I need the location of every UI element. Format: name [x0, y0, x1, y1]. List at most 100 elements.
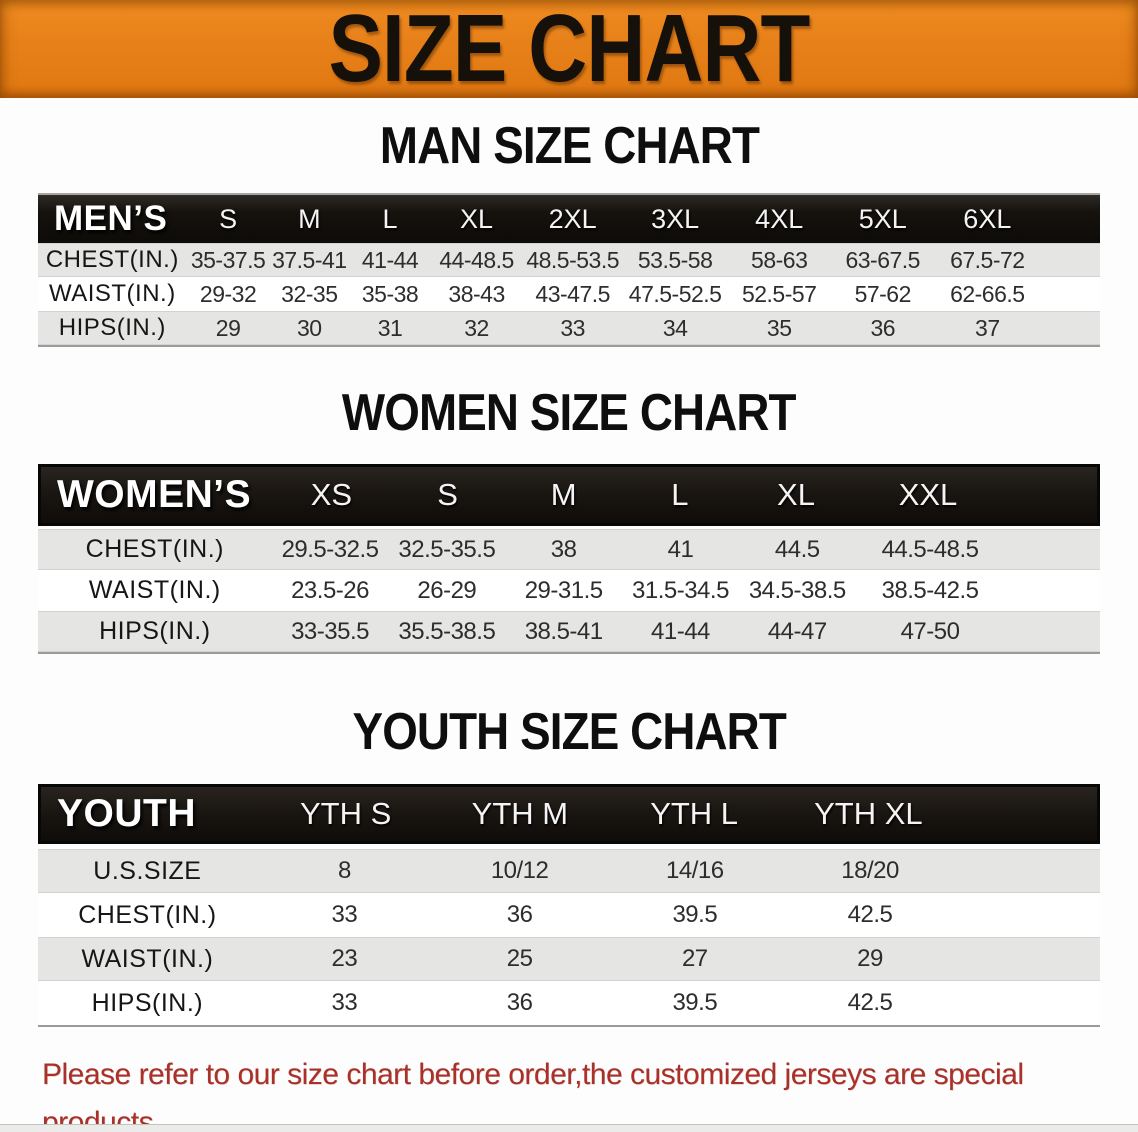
- banner-title: SIZE CHART: [328, 0, 810, 102]
- size-value-cell: 44-47: [767, 617, 827, 645]
- size-value-cell: 44.5: [774, 535, 820, 563]
- size-value-cell: 29-32: [199, 280, 257, 307]
- size-value-cell: 34: [662, 314, 688, 341]
- youth-table-header-row: YOUTH YTH S YTH M YTH L YTH XL: [38, 784, 1100, 844]
- row-label: WAIST(IN.): [88, 576, 221, 604]
- size-value-cell: 38-43: [448, 280, 505, 307]
- size-value-cell: 33: [331, 901, 358, 928]
- size-value-cell: 30: [297, 314, 322, 341]
- size-value-cell: 44.5-48.5: [881, 535, 979, 563]
- size-value-cell: 32: [464, 314, 489, 341]
- size-value-cell: 41-44: [651, 617, 710, 645]
- size-column-header: 2XL: [548, 203, 597, 234]
- table-row: CHEST(IN.) 29.5-32.5 32.5-35.5 38 41 44.5 44.5…: [38, 529, 1100, 570]
- size-value-cell: 18/20: [841, 857, 899, 884]
- size-chart-banner: SIZE CHART: [0, 0, 1138, 98]
- men-size-table: MEN’S S M L XL 2XL 3XL 4XL 5XL 6XL CHEST(IN.) 35-37…: [38, 193, 1100, 347]
- size-value-cell: 47.5-52.5: [628, 280, 722, 307]
- row-label: WAIST(IN.): [81, 944, 214, 973]
- row-label: HIPS(IN.): [91, 988, 204, 1017]
- size-value-cell: 42.5: [847, 901, 893, 928]
- size-value-cell: 29: [215, 314, 241, 341]
- size-value-cell: 38.5-42.5: [881, 576, 979, 604]
- size-value-cell: 37.5-41: [272, 246, 347, 273]
- size-value-cell: 29: [857, 945, 883, 972]
- disclaimer-line-1: Please refer to our size chart before or…: [42, 1058, 1024, 1132]
- size-value-cell: 23: [331, 945, 358, 972]
- table-row: WAIST(IN.) 29-32 32-35 35-38 38-43 43-47.5 47.…: [38, 277, 1100, 311]
- size-column-header: 5XL: [858, 203, 907, 234]
- size-value-cell: 31.5-34.5: [632, 576, 729, 604]
- size-value-cell: 48.5-53.5: [526, 246, 620, 273]
- size-value-cell: 52.5-57: [741, 280, 817, 307]
- men-section-title-text: MAN SIZE CHART: [379, 117, 759, 175]
- size-value-cell: 29.5-32.5: [281, 535, 379, 563]
- size-value-cell: 10/12: [490, 857, 549, 884]
- row-label: CHEST(IN.): [85, 535, 224, 563]
- table-row: HIPS(IN.) 33-35.5 35.5-38.5 38.5-41 41-44 44-…: [38, 611, 1100, 652]
- size-value-cell: 33: [331, 989, 358, 1016]
- table-row: WAIST(IN.) 23 25 27 29: [38, 937, 1100, 981]
- women-table-title-cell: WOMEN’S: [57, 473, 252, 516]
- size-value-cell: 34.5-38.5: [748, 576, 846, 604]
- size-column-header: YTH S: [300, 796, 392, 831]
- size-chart-sections: MAN SIZE CHART MEN’S S M L XL 2XL 3XL 4XL 5XL 6XL C…: [0, 117, 1138, 1027]
- table-row: CHEST(IN.) 33 36 39.5 42.5: [38, 893, 1100, 937]
- size-value-cell: 62-66.5: [950, 280, 1025, 307]
- men-section-title: MAN SIZE CHART: [0, 117, 1138, 175]
- size-value-cell: 33: [560, 314, 585, 341]
- men-table-title-cell: MEN’S: [54, 199, 168, 238]
- women-size-table: WOMEN’S XS S M L XL XXL CHEST(IN.) 29.5-32.5 32.5…: [38, 464, 1100, 654]
- women-section-title-text: WOMEN SIZE CHART: [342, 384, 797, 442]
- youth-section-title-text: YOUTH SIZE CHART: [352, 703, 786, 761]
- size-value-cell: 33-35.5: [291, 617, 369, 645]
- size-value-cell: 57-62: [854, 280, 912, 307]
- row-label: CHEST(IN.): [78, 900, 217, 929]
- table-row: HIPS(IN.) 33 36 39.5 42.5: [38, 981, 1100, 1025]
- row-label: WAIST(IN.): [48, 280, 176, 307]
- size-value-cell: 63-67.5: [845, 246, 920, 273]
- size-column-header: 3XL: [651, 203, 700, 234]
- women-section-title: WOMEN SIZE CHART: [0, 384, 1138, 442]
- table-row: U.S.SIZE 8 10/12 14/16 18/20: [38, 849, 1100, 893]
- size-value-cell: 35-38: [361, 280, 419, 307]
- size-value-cell: 36: [506, 901, 533, 928]
- size-column-header: L: [671, 477, 689, 512]
- women-size-section: WOMEN SIZE CHART WOMEN’S XS S M L XL XXL CHEST(I…: [0, 384, 1138, 654]
- row-label: HIPS(IN.): [58, 314, 166, 341]
- size-value-cell: 41: [667, 535, 694, 563]
- image-bottom-edge: [0, 1124, 1138, 1132]
- size-value-cell: 32.5-35.5: [398, 535, 496, 563]
- size-column-header: XL: [460, 203, 494, 234]
- size-value-cell: 39.5: [672, 989, 718, 1016]
- size-column-header: XS: [310, 477, 353, 512]
- size-column-header: YTH M: [471, 796, 569, 831]
- disclaimer: Please refer to our size chart before or…: [42, 1051, 1098, 1132]
- table-row: HIPS(IN.) 29 30 31 32 33 34 35 36 37: [38, 311, 1100, 345]
- size-column-header: S: [219, 203, 238, 234]
- size-value-cell: 43-47.5: [535, 280, 610, 307]
- size-value-cell: 14/16: [666, 857, 724, 884]
- size-column-header: L: [382, 203, 398, 234]
- size-value-cell: 23.5-26: [291, 576, 369, 604]
- size-value-cell: 27: [681, 945, 708, 972]
- size-value-cell: 36: [506, 989, 533, 1016]
- men-table-header-row: MEN’S S M L XL 2XL 3XL 4XL 5XL 6XL: [38, 195, 1100, 243]
- row-label: CHEST(IN.): [45, 246, 179, 273]
- size-value-cell: 42.5: [847, 989, 893, 1016]
- size-value-cell: 38: [550, 535, 577, 563]
- men-size-section: MAN SIZE CHART MEN’S S M L XL 2XL 3XL 4XL 5XL 6XL C…: [0, 117, 1138, 347]
- size-column-header: XXL: [898, 477, 958, 512]
- youth-section-title: YOUTH SIZE CHART: [0, 703, 1138, 761]
- size-value-cell: 58-63: [751, 246, 808, 273]
- table-row: CHEST(IN.) 35-37.5 37.5-41 41-44 44-48.5 48.5…: [38, 243, 1100, 277]
- size-value-cell: 53.5-58: [637, 246, 713, 273]
- size-value-cell: 67.5-72: [950, 246, 1025, 273]
- size-column-header: YTH XL: [814, 796, 923, 831]
- youth-size-table: YOUTH YTH S YTH M YTH L YTH XL U.S.SIZE 8 10/12…: [38, 784, 1100, 1027]
- size-value-cell: 41-44: [361, 246, 419, 273]
- size-value-cell: 35: [766, 314, 792, 341]
- size-value-cell: 37: [975, 314, 1000, 341]
- size-value-cell: 26-29: [417, 576, 477, 604]
